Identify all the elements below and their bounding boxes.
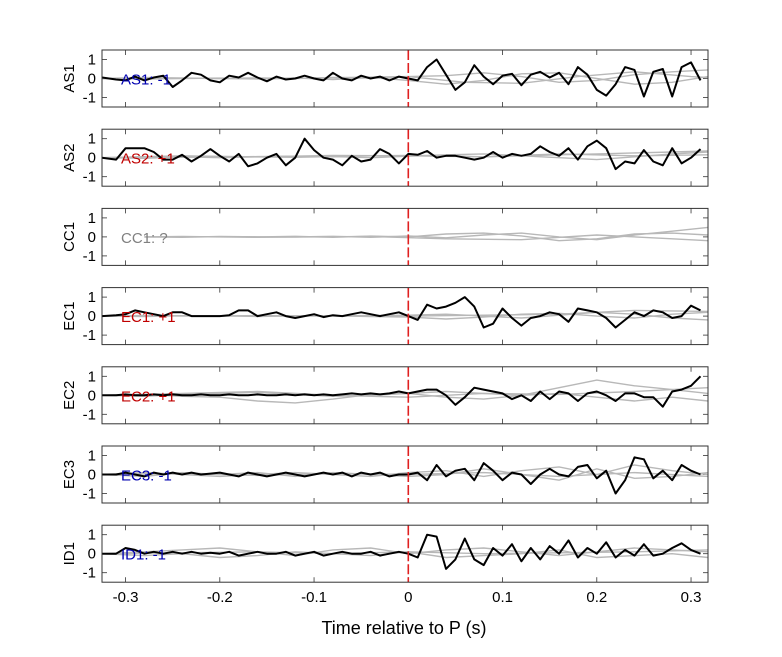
black-trace <box>102 456 701 495</box>
panel-frame <box>101 366 709 425</box>
y-tick-label: -1 <box>83 406 96 423</box>
panel-frame <box>101 445 709 504</box>
panel-as1: -1 0 1 AS1: -1 AS1 <box>61 49 709 108</box>
black-trace <box>102 533 701 570</box>
y-tick-label: 1 <box>88 210 96 227</box>
black-trace <box>102 58 702 98</box>
y-tick-label: 0 <box>88 467 96 484</box>
station-annotation: AS2: +1 <box>121 151 175 168</box>
y-tick-label: 0 <box>88 308 96 325</box>
plot-area <box>102 375 708 408</box>
gray-trace <box>144 234 708 242</box>
y-tick-label: -1 <box>83 90 96 107</box>
panels: -1 0 1 AS1: -1 AS1 -1 0 1 AS2: +1 AS2 -1 0 1 CC1: ? CC… <box>61 49 709 606</box>
y-tick-label: 0 <box>88 387 96 404</box>
panel-ec1: -1 0 1 EC1: +1 EC1 <box>61 287 709 346</box>
panel-frame <box>101 207 709 266</box>
y-tick-label: -1 <box>83 248 96 265</box>
station-annotation: EC1: +1 <box>121 309 176 326</box>
y-tick-label: 0 <box>88 71 96 88</box>
y-tick-label: -1 <box>83 486 96 503</box>
panel-ec2: -1 0 1 EC2: +1 EC2 <box>61 366 709 425</box>
x-tick-label: 0.1 <box>492 589 513 606</box>
plot-area <box>102 137 708 171</box>
station-label: AS2 <box>61 144 78 172</box>
panel-as2: -1 0 1 AS2: +1 AS2 <box>61 128 709 187</box>
panel-cc1: -1 0 1 CC1: ? CC1 <box>61 207 709 266</box>
station-label: EC3 <box>61 460 78 489</box>
y-tick-label: 1 <box>88 289 96 306</box>
y-tick-label: -1 <box>83 327 96 344</box>
station-label: AS1 <box>61 64 78 92</box>
plot-area <box>144 226 708 242</box>
panel-frame <box>101 524 709 583</box>
black-trace <box>102 296 701 329</box>
station-annotation: CC1: ? <box>121 230 168 247</box>
plot-area <box>102 58 708 98</box>
y-tick-label: -1 <box>83 169 96 186</box>
station-annotation: EC3: -1 <box>121 468 172 485</box>
panel-frame <box>101 49 709 108</box>
station-annotation: EC2: +1 <box>121 388 176 405</box>
y-tick-label: 1 <box>88 448 96 465</box>
black-trace <box>102 375 702 408</box>
station-label: ID1 <box>61 542 78 565</box>
y-tick-label: 1 <box>88 52 96 69</box>
x-tick-label: -0.1 <box>301 589 327 606</box>
plot-area <box>102 533 708 570</box>
x-tick-label: -0.2 <box>207 589 233 606</box>
panel-frame <box>101 287 709 346</box>
black-trace <box>102 137 702 171</box>
panel-id1: -1 0 1 ID1: -1 ID1 -0.3 -0.2 -0.1 0 0.1 0.2 0.3 <box>61 524 709 606</box>
panel-ec3: -1 0 1 EC3: -1 EC3 <box>61 445 709 504</box>
x-axis-title: Time relative to P (s) <box>321 618 486 638</box>
x-tick-label: 0.2 <box>586 589 607 606</box>
panel-frame <box>101 128 709 187</box>
plot-area <box>102 456 708 495</box>
station-label: EC2 <box>61 381 78 410</box>
y-tick-label: -1 <box>83 565 96 582</box>
station-label: CC1 <box>61 222 78 252</box>
station-annotation: ID1: -1 <box>121 547 166 564</box>
y-tick-label: 0 <box>88 546 96 563</box>
x-tick-label: -0.3 <box>113 589 139 606</box>
station-label: EC1 <box>61 302 78 331</box>
x-tick-label: 0.3 <box>681 589 702 606</box>
station-annotation: AS1: -1 <box>121 72 171 89</box>
y-tick-label: 1 <box>88 527 96 544</box>
y-tick-label: 0 <box>88 229 96 246</box>
y-tick-label: 1 <box>88 368 96 385</box>
plot-area <box>102 296 708 329</box>
x-tick-label: 0 <box>404 589 412 606</box>
y-tick-label: 0 <box>88 150 96 167</box>
y-tick-label: 1 <box>88 131 96 148</box>
